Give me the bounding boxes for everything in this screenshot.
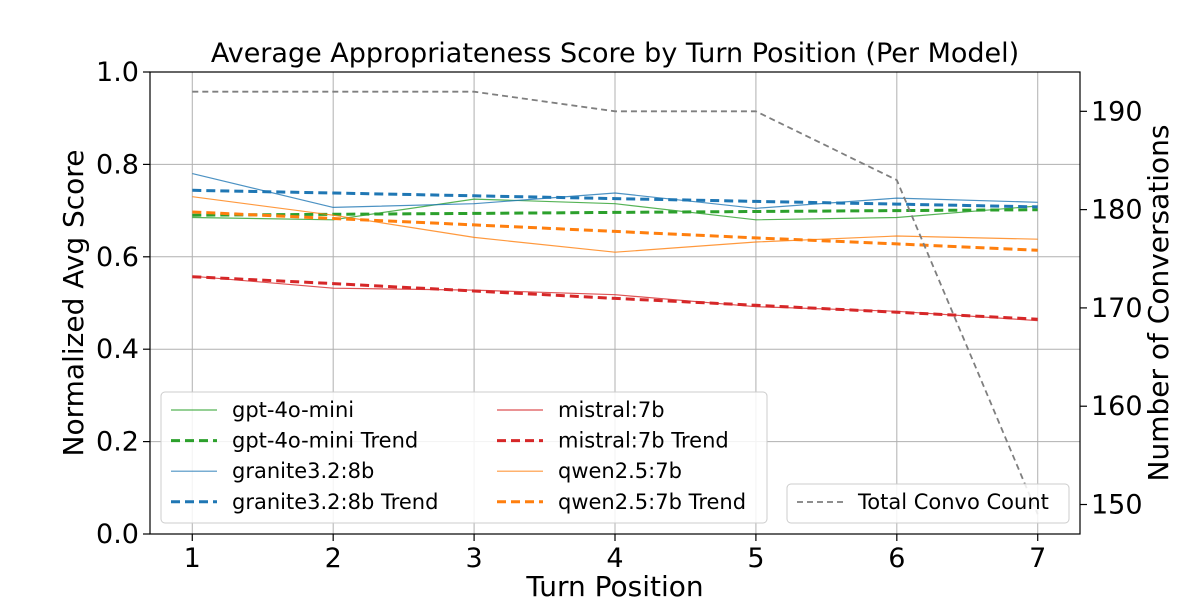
series-line-granite3-2-8b-trend <box>192 188 1038 209</box>
x-tick-label: 4 <box>606 543 623 574</box>
y-tick-label: 1.0 <box>96 57 139 88</box>
legend-label: gpt-4o-mini <box>232 398 354 422</box>
y2-tick-label: 170 <box>1091 293 1143 324</box>
y2-axis-label: Number of Conversations <box>1142 125 1175 482</box>
legend-count: Total Convo Count <box>786 483 1070 524</box>
y2-tick-label: 150 <box>1091 490 1143 521</box>
y2-tick-label: 180 <box>1091 195 1143 226</box>
legend-label: qwen2.5:7b Trend <box>558 490 746 514</box>
y-tick-label: 0.4 <box>96 334 139 365</box>
y-tick-label: 0.2 <box>96 427 139 458</box>
legend-models: gpt-4o-mini gpt-4o-mini Trend granite3.2:8… <box>160 391 768 524</box>
legend-label: gpt-4o-mini Trend <box>232 429 418 453</box>
y2-tick-label: 160 <box>1091 391 1143 422</box>
x-tick-label: 5 <box>747 543 764 574</box>
y2-tick-label: 190 <box>1091 96 1143 127</box>
series-line-total-convo-count <box>192 90 1039 515</box>
series-line-gpt-4o-mini-trend <box>192 208 1038 217</box>
series-line-granite3-2-8b <box>192 173 1038 209</box>
series-lines <box>192 90 1039 515</box>
y-tick-label: 0.0 <box>96 519 139 550</box>
x-tick-label: 1 <box>184 543 201 574</box>
x-tick-label: 6 <box>888 543 905 574</box>
legend-label: Total Convo Count <box>857 490 1049 514</box>
legend-label: mistral:7b <box>558 398 665 422</box>
x-tick-label: 2 <box>325 543 342 574</box>
series-line-qwen2-5-7b-trend <box>192 210 1038 252</box>
series-line-qwen2-5-7b <box>192 196 1038 253</box>
y-tick-label: 0.6 <box>96 242 139 273</box>
axis-ticks: 1 2 3 4 5 6 7 0.0 0.2 0.4 0.6 0.8 1.0 150 160 170 180 190 <box>96 57 1143 574</box>
legend-box <box>160 391 768 524</box>
x-tick-label: 7 <box>1029 543 1046 574</box>
legend-label: mistral:7b Trend <box>558 429 729 453</box>
x-tick-label: 3 <box>465 543 482 574</box>
legend-label: qwen2.5:7b <box>558 459 682 483</box>
legend-label: granite3.2:8b Trend <box>232 490 438 514</box>
legend-box <box>786 483 1070 524</box>
y-tick-label: 0.8 <box>96 149 139 180</box>
x-axis-label: Turn Position <box>525 570 703 600</box>
y-axis-label: Normalized Avg Score <box>57 150 90 457</box>
legend-label: granite3.2:8b <box>232 459 374 483</box>
series-line-mistral-7b-trend <box>192 275 1038 321</box>
chart-title: Average Appropriateness Score by Turn Po… <box>211 38 1019 69</box>
